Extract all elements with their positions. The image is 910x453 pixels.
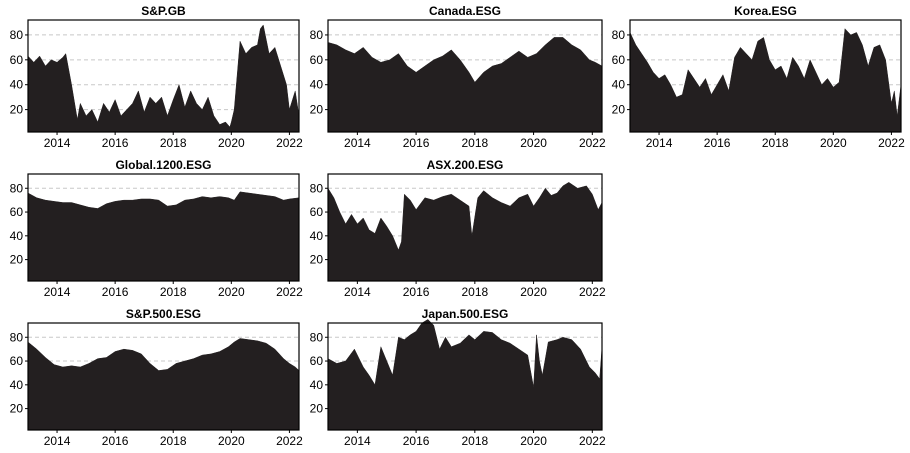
x-tick-label: 2014 (344, 136, 371, 150)
y-tick-label: 60 (310, 354, 324, 368)
x-tick-label: 2020 (520, 434, 547, 448)
panel-title: Canada.ESG (429, 4, 501, 18)
panel-title: Japan.500.ESG (422, 307, 509, 321)
x-tick-label: 2020 (218, 434, 245, 448)
y-tick-label: 80 (310, 181, 324, 195)
x-tick-label: 2018 (461, 285, 488, 299)
panel-title: S&P.500.ESG (126, 307, 201, 321)
panel-title: S&P.GB (141, 4, 186, 18)
x-tick-label: 2014 (44, 136, 71, 150)
x-tick-label: 2016 (403, 285, 430, 299)
y-tick-label: 80 (310, 330, 324, 344)
x-tick-label: 2014 (344, 434, 371, 448)
y-tick-label: 20 (10, 103, 24, 117)
y-tick-label: 40 (310, 378, 324, 392)
y-tick-label: 20 (10, 253, 24, 267)
x-tick-label: 2016 (403, 136, 430, 150)
x-tick-label: 2022 (579, 285, 606, 299)
plot-frame (327, 173, 603, 282)
panel-1: Canada.ESG 20 40 60 80 2014 2016 2018 2020 2022 (310, 4, 606, 150)
y-tick-label: 40 (10, 229, 24, 243)
panel-title: Global.1200.ESG (115, 158, 211, 172)
y-tick-label: 20 (310, 253, 324, 267)
y-tick-label: 20 (10, 402, 24, 416)
x-tick-label: 2014 (44, 434, 71, 448)
series-area (27, 24, 300, 133)
plot-frame (327, 322, 603, 431)
panel-2: Korea.ESG 20 40 60 80 2014 2016 2018 2020 2022 (612, 4, 905, 150)
series-area (327, 319, 603, 431)
x-tick-label: 2018 (160, 285, 187, 299)
x-tick-label: 2022 (276, 434, 303, 448)
x-tick-label: 2018 (160, 434, 187, 448)
x-tick-label: 2014 (646, 136, 673, 150)
y-tick-label: 60 (10, 205, 24, 219)
plot-frame (327, 19, 603, 133)
plot-frame (27, 173, 300, 282)
series-area (27, 191, 300, 282)
y-tick-label: 20 (310, 402, 324, 416)
y-tick-label: 80 (612, 28, 626, 42)
series-area (27, 338, 300, 431)
y-tick-label: 60 (10, 354, 24, 368)
x-tick-label: 2020 (520, 285, 547, 299)
y-tick-label: 40 (310, 229, 324, 243)
panel-title: Korea.ESG (734, 4, 797, 18)
x-tick-label: 2014 (344, 285, 371, 299)
y-tick-label: 80 (10, 330, 24, 344)
y-tick-label: 80 (10, 28, 24, 42)
series-area (327, 182, 603, 282)
panel-0: S&P.GB 20 40 60 80 2014 2016 2018 2020 2022 (10, 4, 303, 150)
x-tick-label: 2016 (102, 285, 129, 299)
y-tick-label: 20 (310, 103, 324, 117)
y-tick-label: 40 (10, 78, 24, 92)
y-tick-label: 60 (310, 53, 324, 67)
plot-frame (27, 19, 300, 133)
x-tick-label: 2022 (579, 136, 606, 150)
y-tick-label: 60 (310, 205, 324, 219)
panel-title: ASX.200.ESG (427, 158, 504, 172)
x-tick-label: 2020 (520, 136, 547, 150)
x-tick-label: 2020 (218, 136, 245, 150)
y-tick-label: 40 (612, 78, 626, 92)
plot-frame (27, 322, 300, 431)
y-tick-label: 40 (10, 378, 24, 392)
y-tick-label: 80 (310, 28, 324, 42)
x-tick-label: 2018 (762, 136, 789, 150)
series-area (629, 28, 902, 133)
x-tick-label: 2016 (102, 434, 129, 448)
x-tick-label: 2016 (704, 136, 731, 150)
plot-frame (629, 19, 902, 133)
panel-6: Japan.500.ESG 20 40 60 80 2014 2016 2018 2020 202… (310, 307, 606, 448)
x-tick-label: 2022 (276, 136, 303, 150)
x-tick-label: 2020 (820, 136, 847, 150)
panel-5: S&P.500.ESG 20 40 60 80 2014 2016 2018 2020 2022 (10, 307, 303, 448)
y-tick-label: 60 (612, 53, 626, 67)
y-tick-label: 20 (612, 103, 626, 117)
y-tick-label: 60 (10, 53, 24, 67)
x-tick-label: 2016 (102, 136, 129, 150)
x-tick-label: 2022 (276, 285, 303, 299)
x-tick-label: 2018 (461, 434, 488, 448)
x-tick-label: 2022 (878, 136, 905, 150)
series-area (327, 37, 603, 133)
panel-3: Global.1200.ESG 20 40 60 80 2014 2016 2018 2020 2… (10, 158, 303, 299)
x-tick-label: 2016 (403, 434, 430, 448)
x-tick-label: 2022 (579, 434, 606, 448)
y-tick-label: 40 (310, 78, 324, 92)
y-tick-label: 80 (10, 181, 24, 195)
x-tick-label: 2020 (218, 285, 245, 299)
x-tick-label: 2018 (160, 136, 187, 150)
x-tick-label: 2014 (44, 285, 71, 299)
panel-4: ASX.200.ESG 20 40 60 80 2014 2016 2018 2020 2022 (310, 158, 606, 299)
x-tick-label: 2018 (461, 136, 488, 150)
